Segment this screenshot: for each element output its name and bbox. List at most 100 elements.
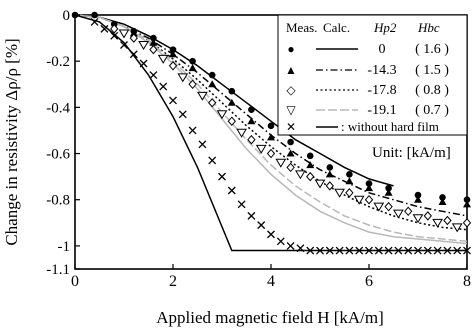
data-point: [227, 116, 236, 126]
legend-marker: ●: [287, 42, 294, 56]
legend-row: ● 0 ( 1.6 ): [287, 42, 449, 57]
data-point: [248, 106, 255, 113]
data-point: [228, 87, 236, 95]
data-point: [433, 246, 442, 255]
data-point: [227, 186, 236, 195]
data-point: [393, 209, 404, 219]
data-point: [257, 221, 266, 230]
y-tick-label: -1.1: [46, 262, 70, 278]
data-point: [227, 98, 236, 106]
data-point: [345, 177, 354, 185]
data-point: [365, 246, 373, 255]
data-point: [306, 171, 315, 182]
data-point: [267, 230, 275, 239]
data-point: [414, 246, 422, 255]
data-point: [129, 29, 138, 37]
data-point: [177, 73, 189, 83]
data-point: [286, 149, 295, 157]
data-point: [188, 126, 197, 135]
data-point: [110, 24, 119, 34]
data-point: [306, 246, 315, 255]
data-point: [296, 244, 305, 253]
data-point: [414, 191, 422, 199]
data-point: [150, 34, 157, 42]
legend-marker: ▲: [285, 63, 297, 77]
legend-hbc-value: ( 0.7 ): [415, 103, 449, 118]
data-point: [463, 246, 471, 255]
data-point: [394, 246, 403, 255]
data-point: [326, 164, 334, 171]
data-point: [266, 148, 276, 159]
data-point: [384, 201, 393, 212]
data-point: [197, 91, 208, 101]
data-point: [453, 246, 462, 255]
data-point: [346, 171, 353, 178]
data-point: [100, 24, 109, 33]
legend-hbc-value: ( 0.8 ): [415, 83, 449, 98]
data-point: [247, 134, 256, 145]
legend-row: ▲ -14.3 ( 1.5 ): [285, 63, 449, 78]
data-point: [463, 200, 471, 208]
data-point: [423, 246, 432, 255]
y-tick-label: 0: [63, 8, 71, 24]
legend-box: [277, 14, 468, 136]
calc-curve: [74, 14, 468, 243]
data-point: [443, 215, 452, 226]
data-point: [247, 117, 256, 125]
axis-ticks: 0 2 4 6 8 0 -0.2 -0.4 -0.6 -0.8 -1 -1.1: [46, 8, 471, 290]
data-point: [275, 158, 287, 168]
data-point: [314, 179, 326, 189]
x-tick-label: 8: [463, 273, 471, 290]
y-axis-label: Change in resistivity Δρ/ρ [%]: [2, 38, 21, 245]
data-point: [365, 180, 373, 187]
data-point: [404, 206, 413, 217]
data-point: [149, 44, 158, 55]
data-point: [169, 50, 177, 58]
data-point: [353, 195, 365, 205]
data-point: [325, 170, 334, 178]
data-point: [149, 71, 158, 79]
legend-row-label: : without hard film: [341, 119, 439, 134]
data-point: [276, 237, 285, 246]
data-point: [334, 188, 345, 198]
x-axis-label: Applied magnetic field H [kA/m]: [156, 308, 384, 327]
data-point: [412, 214, 424, 224]
data-point: [110, 31, 119, 40]
data-point: [237, 200, 246, 209]
data-point: [345, 188, 354, 198]
legend-hp2-value: -19.1: [367, 103, 396, 118]
x-tick-label: 4: [267, 273, 275, 290]
data-point: [255, 144, 267, 154]
data-point: [306, 161, 315, 169]
data-point: [438, 198, 447, 206]
data-point: [463, 196, 471, 204]
data-point: [208, 80, 217, 88]
data-point: [149, 38, 158, 46]
data-point: [295, 170, 306, 180]
legend-hp2-value: -14.3: [367, 63, 396, 78]
legend-hp2-value: 0: [379, 42, 386, 57]
data-point: [355, 246, 364, 255]
data-point: [91, 11, 98, 19]
calc-curve: [74, 14, 468, 245]
data-point: [169, 96, 177, 105]
legend-hp2-value: -17.8: [367, 83, 396, 98]
y-tick-label: -0.4: [46, 100, 70, 116]
data-point: [364, 194, 374, 205]
legend-marker: ▽: [286, 103, 296, 117]
data-point: [188, 79, 197, 90]
data-point: [286, 241, 295, 250]
x-tick-label: 0: [71, 273, 79, 290]
data-point: [189, 57, 196, 65]
data-point: [138, 41, 149, 50]
data-point: [236, 128, 247, 138]
data-point: [384, 246, 393, 255]
measured-points: [71, 11, 472, 255]
data-point: [384, 188, 393, 196]
calc-curve: [74, 14, 394, 187]
data-point: [306, 152, 314, 160]
data-point: [439, 194, 446, 201]
data-point: [385, 184, 392, 192]
data-point: [325, 181, 334, 191]
